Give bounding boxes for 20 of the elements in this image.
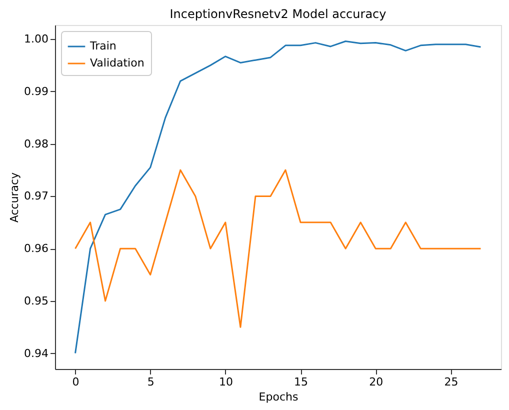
y-axis-title: Accuracy [8, 172, 22, 223]
line-series [74, 40, 482, 354]
y-tick-label: 0.98 [24, 137, 48, 150]
y-tick-label: 0.94 [24, 346, 48, 360]
y-tick-label: 0.99 [24, 84, 48, 98]
y-tick-label: 0.95 [24, 294, 48, 308]
x-tick-label: 10 [218, 376, 233, 388]
chart-title: InceptionvResnetv2 Model accuracy [170, 7, 386, 21]
x-tick-label: 25 [444, 376, 458, 388]
y-tick-label: 0.96 [24, 242, 48, 256]
legend-label: Train [89, 40, 116, 52]
y-tick-label: 0.97 [24, 190, 48, 203]
line-series [74, 169, 482, 328]
x-tick-label: 5 [147, 376, 154, 388]
y-tick-label: 1.00 [24, 32, 48, 46]
x-axis-title: Epochs [258, 390, 298, 404]
x-tick-label: 15 [294, 376, 308, 388]
x-tick-label: 0 [72, 376, 80, 388]
legend-label: Validation [90, 56, 144, 70]
x-tick-label: 20 [369, 376, 384, 388]
